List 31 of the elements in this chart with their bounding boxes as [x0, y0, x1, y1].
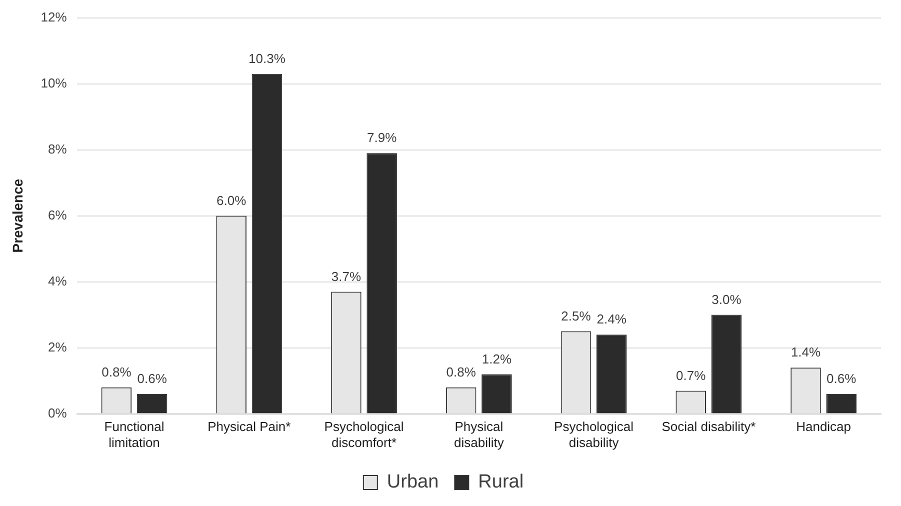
- data-label: 2.5%: [561, 308, 592, 324]
- data-label: 3.7%: [331, 268, 362, 284]
- data-label: 1.2%: [482, 351, 512, 366]
- legend-label: Rural: [478, 472, 524, 493]
- x-tick-label: Physical disability: [454, 419, 504, 450]
- data-label: 0.6%: [137, 371, 168, 386]
- y-tick-label: 8%: [48, 141, 68, 156]
- data-label: 0.8%: [102, 364, 132, 380]
- y-tick-label: 6%: [48, 207, 68, 222]
- data-label: 0.6%: [826, 371, 857, 386]
- y-tick-label: 2%: [48, 339, 68, 354]
- x-tick-label: Functional limitation: [104, 419, 164, 450]
- data-label: 3.0%: [712, 292, 742, 307]
- data-label: 2.4%: [596, 312, 627, 327]
- data-label: 1.4%: [790, 344, 822, 360]
- x-tick-label: Psychological disability: [554, 419, 634, 450]
- data-label: 7.9%: [367, 130, 398, 146]
- y-tick-label: 0%: [48, 405, 68, 420]
- data-label: 10.3%: [248, 50, 286, 66]
- y-tick-label: 4%: [48, 273, 68, 288]
- x-tick-label: Psychological discomfort*: [324, 419, 404, 450]
- data-label: 0.7%: [676, 368, 706, 383]
- x-tick-label: Physical Pain*: [208, 419, 291, 434]
- x-tick-label: Handicap: [796, 419, 852, 434]
- y-tick-label: 12%: [40, 9, 68, 24]
- data-label: 0.8%: [446, 364, 476, 380]
- y-tick-label: 10%: [40, 75, 68, 90]
- x-tick-label: Social disability*: [662, 419, 756, 434]
- data-label: 6.0%: [216, 192, 247, 208]
- legend-label: Urban: [386, 472, 439, 493]
- y-axis-title: Prevalence: [9, 178, 26, 253]
